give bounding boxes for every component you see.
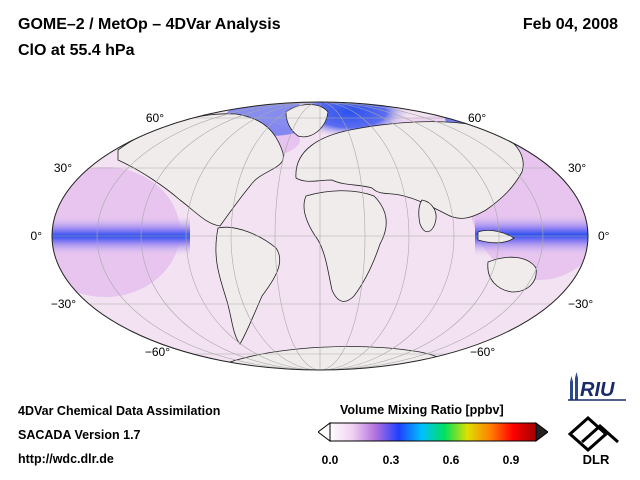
colorbar-tick-label: 0.0: [321, 453, 339, 467]
map-title: GOME–2 / MetOp – 4DVar Analysis: [18, 16, 281, 33]
africa: [303, 190, 387, 302]
colorbar-tick-label: 0.9: [502, 453, 520, 467]
riu-cathedral-icon: [570, 372, 578, 400]
indonesia: [477, 230, 515, 244]
lat-label-right: 60°: [468, 111, 486, 125]
colorbar-tick-label: 0.6: [442, 453, 460, 467]
colorbar-tick-label: 0.3: [382, 453, 400, 467]
riu-text: RIU: [580, 379, 615, 401]
lat-label-right: −60°: [470, 345, 495, 359]
lat-labels-left: 60° 30° 0° −30° −60°: [31, 111, 171, 359]
north-america: [117, 113, 284, 227]
map-subtitle: ClO at 55.4 hPa: [18, 42, 135, 59]
footer-line-1: 4DVar Chemical Data Assimilation: [18, 404, 221, 418]
colorbar: [318, 422, 548, 442]
dlr-logo: DLR: [567, 415, 619, 466]
lat-label-left: 0°: [31, 229, 43, 243]
world-map: 60° 30° 0° −30° −60° 60° 30° 0° −30° −60…: [31, 101, 610, 371]
lat-label-right: −30°: [568, 297, 593, 311]
lat-labels-right: 60° 30° 0° −30° −60°: [468, 111, 610, 359]
india: [418, 199, 437, 233]
lat-label-right: 30°: [568, 161, 586, 175]
australia: [487, 256, 537, 293]
europe-asia: [295, 121, 524, 219]
colorbar-min-arrow: [318, 422, 331, 442]
graticule: [52, 102, 588, 370]
lat-label-left: 30°: [54, 161, 72, 175]
colorbar-gradient: [329, 422, 537, 442]
globe-outline: [51, 101, 589, 371]
riu-logo: RIU: [568, 372, 626, 401]
lat-label-left: −60°: [145, 345, 170, 359]
map-date: Feb 04, 2008: [522, 16, 618, 33]
lat-label-left: −30°: [51, 297, 76, 311]
colorbar-max-arrow: [535, 422, 548, 442]
dlr-logo-icon: [567, 415, 619, 453]
dlr-text: DLR: [583, 452, 610, 466]
footer-line-2: SACADA Version 1.7: [18, 428, 141, 442]
lat-label-right: 0°: [598, 229, 610, 243]
globe-field: [52, 102, 588, 370]
greenland: [285, 104, 329, 138]
lat-label-left: 60°: [146, 111, 164, 125]
colorbar-title: Volume Mixing Ratio [ppbv]: [340, 403, 504, 417]
footer-link[interactable]: http://wdc.dlr.de: [18, 452, 114, 466]
